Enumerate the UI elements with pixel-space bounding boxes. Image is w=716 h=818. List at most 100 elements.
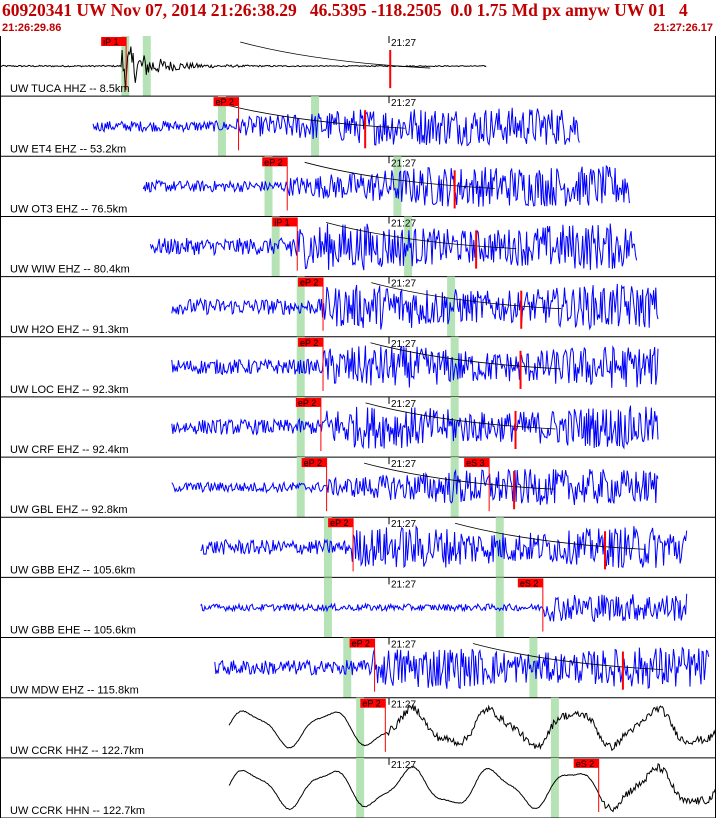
pick-flag [213, 97, 239, 107]
phase-window [311, 96, 320, 157]
trace-panel: 21:27 iP 1 UW WIW EHZ -- 80.4km [0, 216, 716, 278]
pick-label: eS 2 [520, 578, 539, 588]
minute-tick-label: 21:27 [391, 399, 416, 410]
phase-window [550, 697, 559, 758]
travel-time-curve [454, 522, 646, 550]
pick-flag [464, 458, 490, 468]
station-label: UW CCRK HHZ -- 122.7km [10, 745, 144, 757]
minute-tick-label: 21:27 [391, 38, 416, 49]
phase-window [121, 36, 130, 97]
travel-time-curve [240, 41, 431, 69]
travel-time-curve [215, 101, 406, 129]
pick-flag [101, 37, 127, 46]
pick-label: eP 2 [264, 157, 282, 167]
pick-flag [262, 157, 288, 167]
travel-time-curve [304, 161, 495, 189]
station-label: UW ET4 EHZ -- 53.2km [10, 143, 126, 155]
phase-window [495, 577, 504, 638]
pick-label: eP 2 [362, 699, 380, 709]
pick-flag [573, 758, 599, 768]
event-header: 60920341 UW Nov 07, 2014 21:26:38.29 46.… [0, 0, 716, 36]
pick-label: eP 2 [300, 278, 318, 288]
minute-tick-label: 21:27 [391, 579, 416, 590]
phase-window [450, 457, 459, 518]
station-label: UW GBB EHZ -- 105.6km [10, 564, 135, 576]
trace-panel: 21:27 eP 2 UW MDW EHZ -- 115.8km [0, 637, 716, 699]
phase-window [356, 697, 365, 758]
travel-time-curve [370, 342, 561, 370]
pick-flag [517, 578, 543, 588]
trace-panel: 21:27 eP 2 UW OT3 EHZ -- 76.5km [0, 156, 716, 217]
waveform [214, 646, 710, 690]
station-label: UW WIW EHZ -- 80.4km [10, 264, 130, 276]
pick-flag [360, 698, 386, 708]
pick-flag [272, 217, 298, 227]
station-label: UW OT3 EHZ -- 76.5km [10, 203, 127, 215]
pick-label: iP 1 [274, 217, 289, 227]
waveform [171, 345, 659, 388]
station-label: UW GBB EHE -- 105.6km [10, 625, 136, 637]
window-end-time: 21:27:26.17 [653, 22, 713, 34]
phase-window [343, 637, 352, 698]
waveform [171, 468, 659, 506]
pick-label: eP 2 [352, 639, 370, 649]
waveform [171, 283, 659, 331]
minute-tick-label: 21:27 [391, 158, 416, 169]
station-label: UW TUCA HHZ -- 8.5km [10, 83, 130, 95]
minute-tick-label: 21:27 [391, 339, 416, 350]
minute-tick-label: 21:27 [391, 760, 416, 771]
minute-tick-label: 21:27 [391, 700, 416, 711]
waveform [142, 164, 630, 207]
station-label: UW H2O EHZ -- 91.3km [10, 324, 129, 336]
phase-window [296, 457, 305, 518]
trace-panel: 21:27 eP 2 eS 3 UW GBL EHZ -- 92.8km [0, 457, 716, 518]
pick-flag [295, 397, 321, 407]
station-label: UW CRF EHZ -- 92.4km [10, 444, 129, 456]
pick-label: eP 2 [300, 338, 318, 348]
waveform [228, 763, 716, 813]
station-label: UW GBL EHZ -- 92.8km [10, 504, 128, 516]
phase-window [393, 156, 402, 217]
pick-label: eS 2 [576, 759, 595, 769]
trace-panel: 21:27 eP 2 UW LOC EHZ -- 92.3km [0, 336, 716, 398]
pick-label: eP 2 [304, 458, 322, 468]
seismogram-panel: 21:27 iP 1 UW TUCA HHZ -- 8.5km 21:27 eP 2 UW… [0, 36, 716, 818]
minute-tick-label: 21:27 [391, 459, 416, 470]
station-label: UW LOC EHZ -- 92.3km [10, 384, 129, 396]
pick-label: eP 2 [298, 398, 316, 408]
trace-panel: 21:27 eP 2 UW ET4 EHZ -- 53.2km [0, 96, 716, 157]
phase-window [217, 96, 226, 157]
waveform [200, 593, 688, 623]
waveform [228, 704, 716, 752]
station-label: UW CCRK HHN -- 122.7km [10, 805, 145, 817]
pick-flag [298, 277, 324, 287]
pick-label: eP 2 [216, 97, 234, 107]
station-label: UW MDW EHZ -- 115.8km [10, 685, 139, 697]
trace-panel: 21:27 eP 2 UW GBB EHZ -- 105.6km [0, 517, 716, 578]
minute-tick-label: 21:27 [391, 279, 416, 290]
waveform [171, 405, 659, 450]
waveform [92, 107, 580, 147]
trace-panel: 21:27 iP 1 UW TUCA HHZ -- 8.5km [0, 36, 716, 97]
travel-time-curve [326, 222, 517, 249]
minute-tick-label: 21:27 [391, 519, 416, 530]
travel-time-curve [371, 282, 562, 310]
trace-panel: 21:27 eP 2 UW CRF EHZ -- 92.4km [0, 396, 716, 458]
phase-window [356, 757, 365, 818]
pick-flag [301, 458, 327, 468]
trace-panel: 21:27 eS 2 UW CCRK HHN -- 122.7km [0, 757, 716, 818]
pick-label: eS 3 [466, 458, 485, 468]
window-start-time: 21:26:29.86 [2, 22, 62, 34]
travel-time-curve [363, 462, 555, 490]
minute-tick-label: 21:27 [391, 98, 416, 109]
event-title: 60920341 UW Nov 07, 2014 21:26:38.29 46.… [2, 0, 688, 20]
phase-window [550, 757, 559, 818]
trace-panel: 21:27 eP 2 UW CCRK HHZ -- 122.7km [0, 697, 716, 759]
pick-flag [298, 337, 324, 347]
pick-flag [328, 518, 354, 528]
trace-panel: 21:27 eP 2 UW H2O EHZ -- 91.3km [0, 276, 716, 338]
pick-label: iP 1 [103, 37, 118, 47]
pick-label: eP 2 [330, 518, 348, 528]
travel-time-curve [472, 643, 663, 671]
minute-tick-label: 21:27 [391, 640, 416, 651]
